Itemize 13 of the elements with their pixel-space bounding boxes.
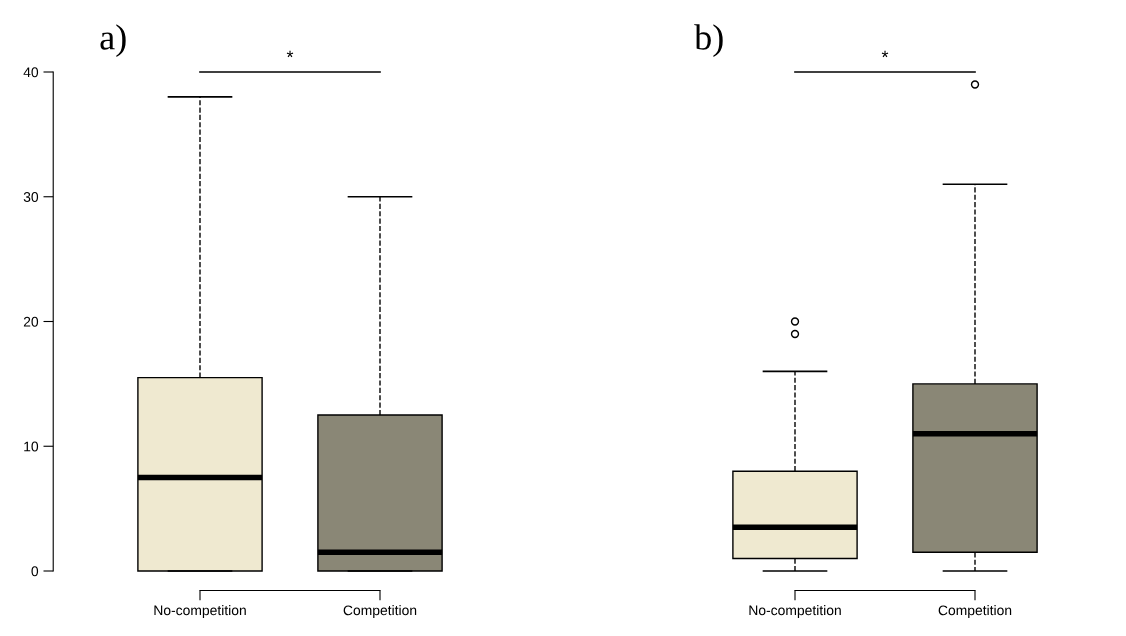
y-tick-label: 40 [23, 67, 39, 78]
y-tick-label: 30 [23, 192, 39, 202]
y-tick-label: 10 [24, 441, 39, 452]
chart-title: a) [100, 24, 126, 58]
text: * [286, 50, 294, 58]
x-tick-label: No-competition [749, 605, 841, 618]
chart-title: b) [694, 24, 723, 58]
x-tick-label: Competition [343, 605, 417, 618]
y-tick-label: 20 [23, 316, 39, 327]
text: * [881, 50, 889, 58]
x-tick-label: No-competition [154, 605, 246, 618]
y-tick-label: 0 [31, 566, 39, 577]
x-tick-label: Competition [938, 605, 1012, 618]
